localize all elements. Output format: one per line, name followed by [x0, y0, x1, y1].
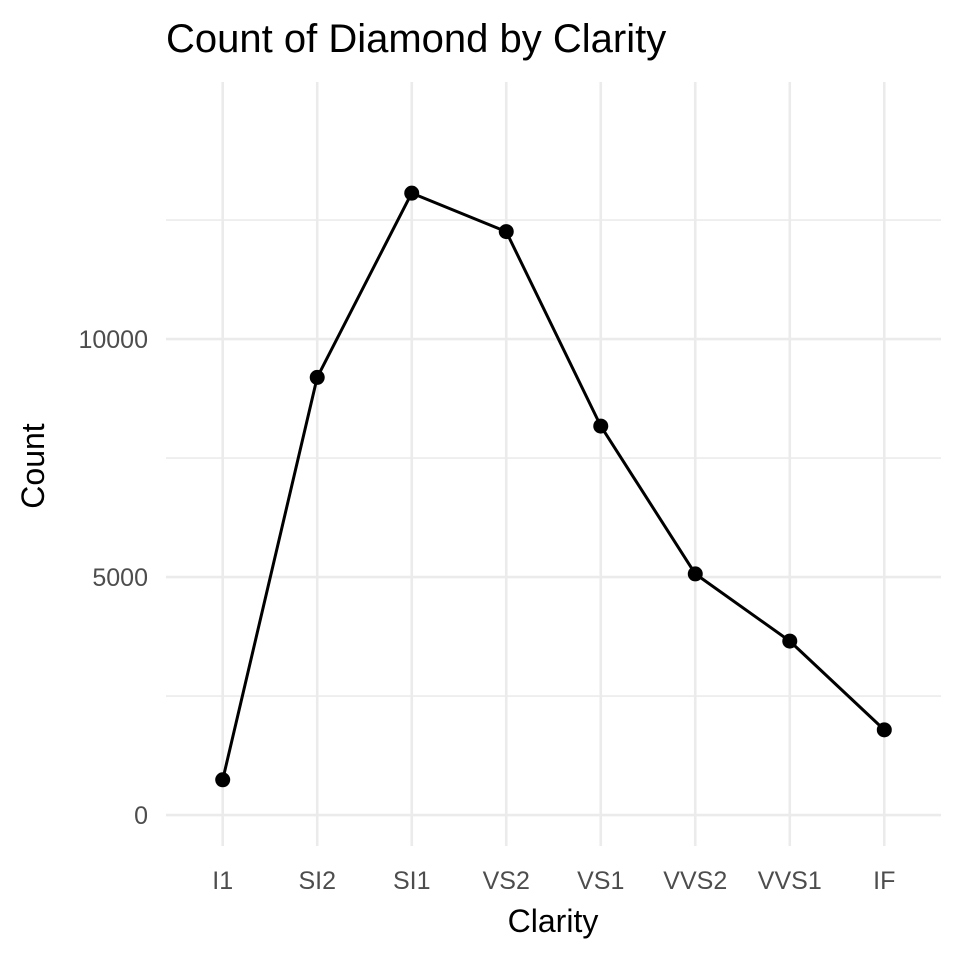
- data-point-if: [876, 722, 892, 738]
- series-line: [221, 191, 886, 781]
- x-tick-label: VS1: [577, 867, 624, 895]
- chart-title: Count of Diamond by Clarity: [166, 17, 666, 61]
- grid-layer: [166, 82, 941, 846]
- x-axis-title: Clarity: [508, 903, 599, 939]
- y-tick-label: 0: [134, 802, 148, 830]
- data-point-vvs1: [782, 633, 798, 649]
- data-point-vs1: [593, 418, 609, 434]
- x-tick-label: SI2: [298, 867, 336, 895]
- x-tick-label: VVS2: [663, 867, 727, 895]
- data-point-i1: [215, 772, 231, 788]
- y-tick-label: 5000: [92, 564, 148, 592]
- data-point-si2: [309, 369, 325, 385]
- data-point-vs2: [498, 224, 514, 240]
- x-tick-label: IF: [873, 867, 895, 895]
- data-point-vvs2: [687, 566, 703, 582]
- x-tick-label: SI1: [393, 867, 431, 895]
- y-axis-ticks: 0 5000 10000: [78, 326, 148, 830]
- x-tick-label: VVS1: [758, 867, 822, 895]
- series-layer: [215, 185, 892, 788]
- y-axis-title: Count: [15, 423, 51, 509]
- y-tick-label: 10000: [78, 326, 148, 354]
- x-tick-label: I1: [212, 867, 233, 895]
- x-axis-ticks: I1 SI2 SI1 VS2 VS1 VVS2 VVS1 IF: [212, 867, 895, 895]
- x-tick-label: VS2: [483, 867, 530, 895]
- data-point-si1: [404, 185, 420, 201]
